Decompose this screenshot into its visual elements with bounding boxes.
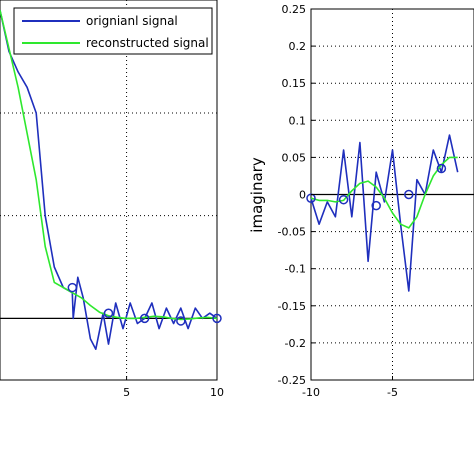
x-tick-label: 10 xyxy=(210,386,224,399)
y-tick-label: 0.2 xyxy=(289,40,307,53)
legend-box xyxy=(13,7,213,55)
left-series xyxy=(0,10,222,351)
left-plot: 5 10 xyxy=(0,0,224,399)
y-tick-label: 0.05 xyxy=(282,151,307,164)
y-tick-label: 0.15 xyxy=(282,77,307,90)
x-tick-label: -10 xyxy=(302,386,320,399)
right-series xyxy=(306,134,459,292)
sample-marker xyxy=(176,316,186,326)
right-plot: -10 -5 -0.25 -0.2 -0.15 -0.1 -0.05 0 0.05 0.1 0.15… xyxy=(248,3,474,399)
sample-marker xyxy=(67,282,78,293)
right-ticks: -10 -5 -0.25 -0.2 -0.15 -0.1 -0.05 0 0.05 0.1 0.15… xyxy=(278,3,398,399)
series-line xyxy=(310,156,458,229)
x-tick-label: 5 xyxy=(123,386,130,399)
y-axis-label: imaginary xyxy=(248,157,266,233)
y-tick-label: -0.2 xyxy=(285,337,306,350)
sample-marker xyxy=(139,313,150,324)
y-tick-label: 0 xyxy=(299,189,306,202)
series-line xyxy=(0,10,218,351)
sample-marker xyxy=(338,194,349,205)
y-tick-label: 0.25 xyxy=(282,3,307,16)
y-tick-label: -0.1 xyxy=(285,263,306,276)
x-tick-label: -5 xyxy=(387,386,398,399)
y-tick-label: -0.25 xyxy=(278,374,306,387)
y-tick-label: -0.15 xyxy=(278,300,306,313)
y-tick-label: -0.05 xyxy=(278,226,306,239)
y-tick-label: 0.1 xyxy=(289,114,307,127)
left-ticks: 5 10 xyxy=(123,376,224,399)
legend: orignianl signal reconstructed signal xyxy=(13,7,213,55)
sample-marker xyxy=(371,200,381,211)
sample-marker xyxy=(212,313,222,324)
legend-label-reconstructed: reconstructed signal xyxy=(86,36,209,50)
sample-marker xyxy=(404,189,414,200)
sample-marker xyxy=(103,308,114,318)
series-line xyxy=(310,134,459,292)
legend-label-original: orignianl signal xyxy=(86,14,178,28)
sample-marker xyxy=(436,163,447,174)
